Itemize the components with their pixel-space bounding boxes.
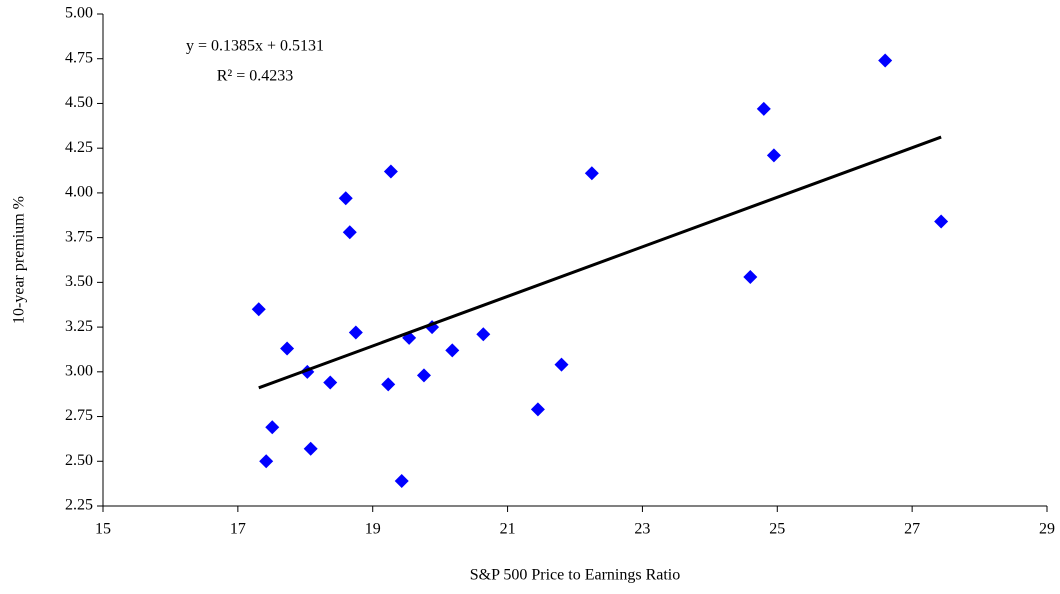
x-tick-label: 21	[500, 521, 516, 538]
equation: y = 0.1385x + 0.5131	[186, 38, 324, 55]
point	[251, 302, 266, 317]
point	[766, 148, 781, 163]
point	[394, 473, 409, 488]
point	[416, 368, 431, 383]
y-tick-label: 3.00	[65, 362, 93, 379]
y-axis-title: 10-year premium %	[11, 196, 28, 324]
point	[554, 357, 569, 372]
y-tick-label: 2.50	[65, 452, 93, 469]
point	[383, 164, 398, 179]
point	[476, 327, 491, 342]
y-tick-label: 4.25	[65, 139, 93, 156]
y-tick-label: 2.75	[65, 407, 93, 424]
point	[280, 341, 295, 356]
trendline	[258, 135, 942, 390]
x-tick-label: 29	[1039, 521, 1055, 538]
point	[584, 166, 599, 181]
point	[445, 343, 460, 358]
y-tick-label: 2.25	[65, 497, 93, 514]
x-tick-label: 27	[904, 521, 920, 538]
x-axis-title: S&P 500 Price to Earnings Ratio	[470, 567, 681, 584]
point	[381, 377, 396, 392]
y-tick-label: 4.00	[65, 184, 93, 201]
point	[530, 402, 545, 417]
point	[756, 101, 771, 116]
y-tick-label: 4.50	[65, 94, 93, 111]
r-squared: R² = 0.4233	[217, 68, 294, 85]
x-tick-label: 23	[634, 521, 650, 538]
point	[878, 53, 893, 68]
point	[342, 225, 357, 240]
point	[338, 191, 353, 206]
y-tick-label: 4.75	[65, 49, 93, 66]
y-tick-label: 3.25	[65, 318, 93, 335]
point	[348, 325, 363, 340]
x-tick-label: 19	[365, 521, 381, 538]
point	[743, 269, 758, 284]
point	[265, 420, 280, 435]
x-tick-label: 15	[95, 521, 111, 538]
y-tick-label: 5.00	[65, 5, 93, 22]
y-tick-label: 3.50	[65, 273, 93, 290]
point	[303, 441, 318, 456]
x-tick-label: 25	[769, 521, 785, 538]
point	[323, 375, 338, 390]
x-tick-label: 17	[230, 521, 246, 538]
point	[259, 454, 274, 469]
point	[934, 214, 949, 229]
y-tick-label: 3.75	[65, 228, 93, 245]
